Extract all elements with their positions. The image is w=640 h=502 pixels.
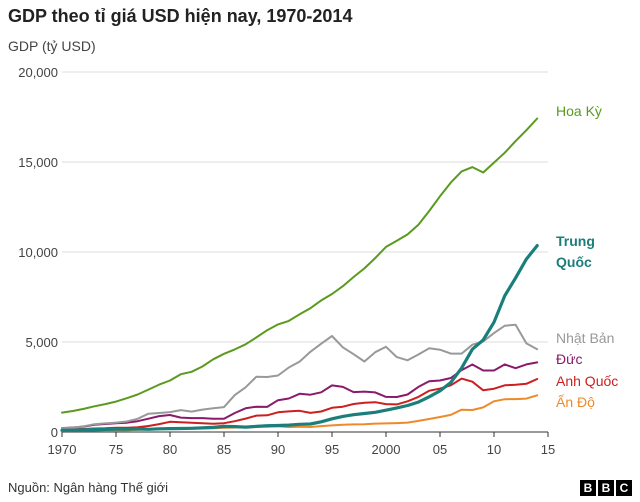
x-tick-label: 90 (271, 442, 285, 457)
series-line (60, 244, 539, 432)
y-tick-label: 0 (51, 425, 58, 440)
gridlines (62, 71, 548, 433)
series-label: Quốc (556, 254, 592, 270)
x-tick-label: 2000 (372, 442, 401, 457)
x-tick-label: 95 (325, 442, 339, 457)
chart-title: GDP theo tỉ giá USD hiện nay, 1970-2014 (8, 6, 353, 26)
y-tick-label: 15,000 (18, 155, 58, 170)
series-line (61, 323, 539, 430)
x-tick-label: 05 (433, 442, 447, 457)
series-labels: Hoa Kỳ Trung Quốc Nhật Bản Đức Anh Quốc Ấn Độ (556, 103, 618, 410)
logo-letter: B (580, 480, 596, 496)
logo-letter: B (598, 480, 614, 496)
logo-letter: C (616, 480, 632, 496)
series-label: Anh Quốc (556, 373, 618, 389)
series-label: Đức (556, 351, 582, 367)
y-axis-title: GDP (tỷ USD) (8, 38, 96, 54)
x-tick-label: 15 (541, 442, 555, 457)
x-tick-label: 85 (217, 442, 231, 457)
series-label: Ấn Độ (556, 394, 595, 410)
x-tick-label: 75 (109, 442, 123, 457)
y-axis-ticks: 0 5,000 10,000 15,000 20,000 (18, 65, 58, 440)
series-line (61, 117, 539, 414)
source-note: Nguồn: Ngân hàng Thế giới (8, 480, 169, 495)
bbc-logo: B B C (580, 480, 632, 496)
y-tick-label: 20,000 (18, 65, 58, 80)
series-line (61, 377, 539, 431)
series-lines (60, 117, 539, 432)
series-label: Hoa Kỳ (556, 103, 602, 119)
x-tick-label: 80 (163, 442, 177, 457)
x-tick-label: 1970 (48, 442, 77, 457)
series-label: Trung (556, 233, 595, 249)
x-axis-ticks: 1970 75 80 85 90 95 2000 05 10 15 (48, 432, 555, 457)
y-tick-label: 10,000 (18, 245, 58, 260)
y-tick-label: 5,000 (25, 335, 58, 350)
series-label: Nhật Bản (556, 330, 614, 346)
x-tick-label: 10 (487, 442, 501, 457)
